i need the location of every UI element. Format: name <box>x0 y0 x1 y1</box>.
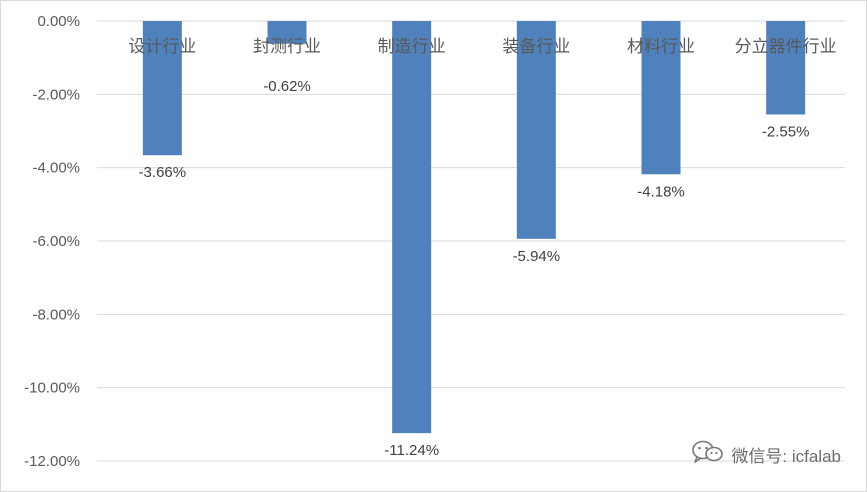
y-tick-label: -8.00% <box>32 306 80 323</box>
y-tick-label: -10.00% <box>24 380 80 397</box>
data-label: -4.18% <box>637 183 685 200</box>
watermark-text: 微信号: icfalab <box>731 447 841 466</box>
y-tick-label: -12.00% <box>24 453 80 470</box>
category-label: 封测行业 <box>253 37 321 57</box>
category-label: 分立器件行业 <box>735 37 837 57</box>
bars <box>142 21 806 434</box>
bar <box>516 21 556 239</box>
data-label: -11.24% <box>384 442 439 459</box>
wechat-icon <box>691 439 725 470</box>
category-label: 材料行业 <box>627 37 695 57</box>
bar <box>142 21 182 156</box>
category-label: 设计行业 <box>128 37 196 57</box>
data-label: -2.55% <box>762 124 810 141</box>
bar <box>641 21 681 175</box>
data-label: -0.62% <box>263 78 311 95</box>
data-label: -5.94% <box>513 248 561 265</box>
data-label: -3.66% <box>139 164 187 181</box>
bar <box>267 21 307 44</box>
watermark: 微信号: icfalab <box>691 439 841 470</box>
y-tick-label: -2.00% <box>32 86 80 103</box>
category-label: 装备行业 <box>502 37 570 57</box>
category-labels: 设计行业 封测行业 制造行业 装备行业 材料行业 分立器件行业 <box>128 37 836 57</box>
gridlines <box>97 20 845 462</box>
category-label: 制造行业 <box>378 37 446 57</box>
y-tick-label: -4.00% <box>32 160 80 177</box>
y-tick-label: -6.00% <box>32 233 80 250</box>
y-tick-label: 0.00% <box>37 13 80 30</box>
y-axis-ticks: 0.00% -2.00% -4.00% -6.00% -8.00% -10.00% -12.… <box>24 13 80 470</box>
data-labels: -3.66% -0.62% -11.24% -5.94% -4.18% -2.55% <box>139 78 810 459</box>
bar <box>766 21 806 115</box>
bar <box>392 21 432 434</box>
